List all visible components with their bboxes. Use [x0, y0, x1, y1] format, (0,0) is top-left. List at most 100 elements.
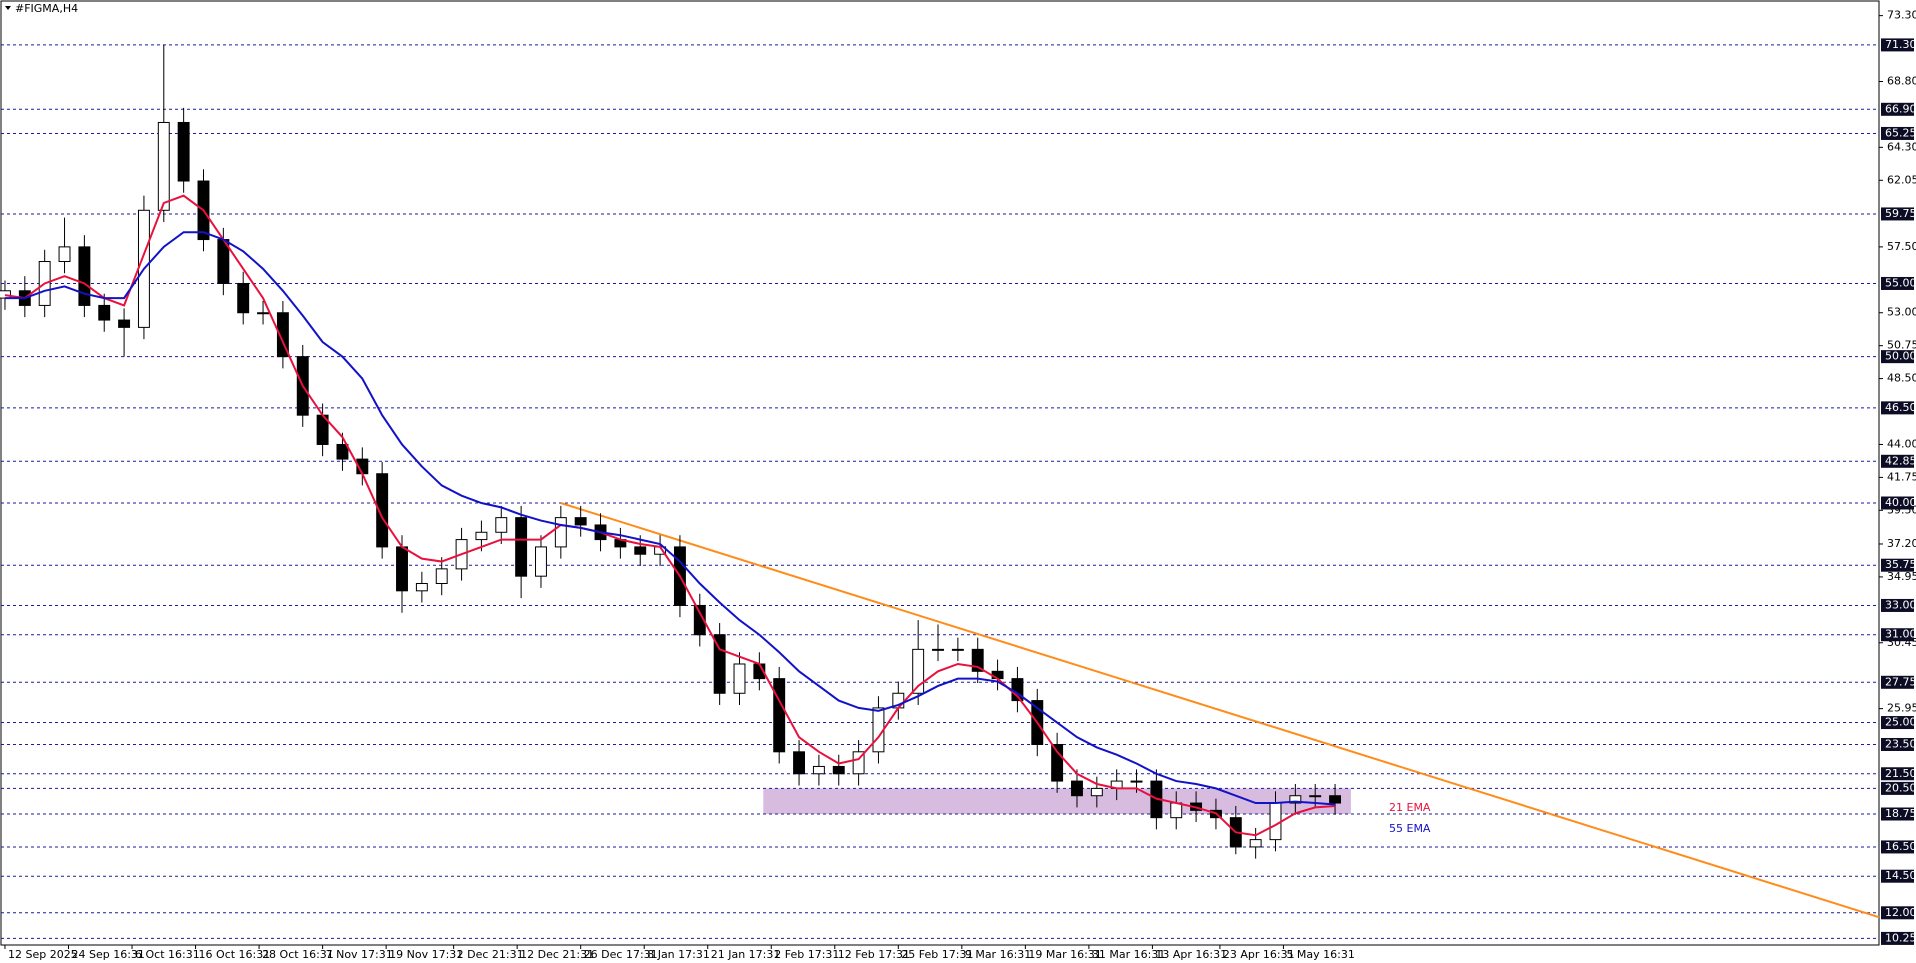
level-label-box [1881, 716, 1914, 730]
candle-body [693, 604, 706, 636]
candle-body [78, 246, 91, 306]
level-label-box [1881, 558, 1914, 572]
level-label-box [1881, 102, 1914, 116]
y-tick-label: 41.75 [1887, 470, 1916, 483]
level-label-box [1881, 781, 1914, 795]
candle-body [574, 517, 587, 526]
candle-body [793, 751, 806, 775]
x-tick-label: 31 Mar 16:31 [1092, 948, 1165, 961]
candle-body [495, 517, 508, 533]
y-tick-label: 50.75 [1887, 339, 1916, 352]
x-tick-label: 19 Mar 16:31 [1028, 948, 1101, 961]
y-tick-label: 25.95 [1887, 702, 1916, 715]
level-label-box [1881, 675, 1914, 689]
level-label-box [1881, 401, 1914, 415]
candle-body [1269, 802, 1282, 841]
candle-body [554, 517, 567, 548]
level-label: 71.30 [1885, 38, 1916, 51]
candle-body [852, 751, 865, 775]
candle-body [1309, 795, 1322, 798]
x-tick-label: 12 Sep 2025 [8, 948, 78, 961]
series-label: 21 EMA [1389, 801, 1431, 814]
level-label-box [1881, 38, 1914, 52]
trendline [560, 502, 1880, 919]
level-label: 18.75 [1885, 807, 1916, 820]
candle-body [118, 319, 131, 328]
candle-body [1071, 780, 1083, 797]
candle-body [971, 648, 984, 672]
level-label-box [1881, 276, 1914, 290]
level-label-box [1881, 496, 1914, 510]
candle-body [535, 546, 547, 577]
level-label: 55.00 [1885, 276, 1916, 289]
candle-body [1170, 802, 1183, 819]
x-tick-label: 5 May 16:31 [1286, 948, 1354, 961]
candle-body [157, 121, 170, 211]
ema-line [4, 231, 1336, 806]
level-label: 65.25 [1885, 126, 1916, 139]
x-tick-label: 2 Dec 21:31 [457, 948, 524, 961]
y-tick-label: 62.05 [1887, 173, 1916, 186]
level-label-box [1881, 454, 1914, 468]
level-label: 20.50 [1885, 781, 1916, 794]
x-tick-label: 8 Jan 17:31 [647, 948, 710, 961]
level-label: 23.50 [1885, 737, 1916, 750]
candle-body [396, 546, 408, 592]
level-label: 21.50 [1885, 767, 1916, 780]
candle-body [376, 473, 389, 548]
candle-body [58, 246, 71, 263]
level-label-box [1881, 628, 1914, 642]
y-tick-label: 68.80 [1887, 74, 1916, 87]
candle-body [98, 304, 111, 321]
x-tick-label: 7 Nov 17:31 [326, 948, 393, 961]
level-label-box [1881, 207, 1914, 221]
y-tick-label: 53.00 [1887, 306, 1916, 319]
level-label: 59.75 [1885, 207, 1916, 220]
x-tick-label: 23 Apr 16:31 [1223, 948, 1295, 961]
chart-title: #FIGMA,H4 [15, 2, 78, 15]
x-tick-label: 16 Oct 16:31 [199, 948, 271, 961]
candle-body [237, 282, 250, 314]
candle-body [1130, 780, 1143, 783]
candle-body [634, 546, 647, 555]
y-tick-label: 57.50 [1887, 240, 1916, 253]
level-label-box [1881, 598, 1914, 612]
level-label: 31.00 [1885, 628, 1916, 641]
level-label: 14.50 [1885, 869, 1916, 882]
y-tick-label: 48.50 [1887, 372, 1916, 385]
candle-body [932, 648, 944, 651]
candle-body [1329, 795, 1342, 804]
candle-body [1289, 795, 1302, 804]
candle-body [435, 568, 448, 584]
candle-body [773, 678, 786, 753]
y-tick-label: 44.00 [1887, 437, 1916, 450]
level-label: 46.50 [1885, 401, 1916, 414]
candle-body [733, 663, 746, 694]
x-tick-label: 25 Feb 17:31 [901, 948, 973, 961]
level-label-box [1881, 869, 1914, 883]
candle-body [951, 648, 964, 651]
x-tick-label: 24 Sep 16:31 [71, 948, 144, 961]
candle-body [475, 531, 488, 541]
candle-body [177, 121, 190, 182]
x-tick-label: 12 Dec 21:31 [520, 948, 594, 961]
candle-body [812, 765, 825, 775]
level-label-box [1881, 350, 1914, 364]
ema-line [4, 194, 1336, 837]
candle-body [336, 443, 349, 460]
x-tick-label: 6 Oct 16:31 [135, 948, 200, 961]
menu-arrow [5, 6, 11, 10]
candle-body [912, 648, 925, 694]
level-label-box [1881, 931, 1914, 945]
candle-body [1090, 787, 1103, 797]
plot-frame [0, 0, 1880, 946]
x-tick-label: 19 Nov 17:31 [389, 948, 463, 961]
level-label-box [1881, 126, 1914, 140]
series-label: 55 EMA [1389, 822, 1431, 835]
x-tick-label: 9 Mar 16:31 [965, 948, 1031, 961]
candle-body [832, 765, 845, 775]
level-label: 33.00 [1885, 598, 1916, 611]
x-tick-label: 2 Feb 17:31 [774, 948, 839, 961]
level-label: 25.00 [1885, 716, 1916, 729]
candle-body [515, 517, 528, 577]
